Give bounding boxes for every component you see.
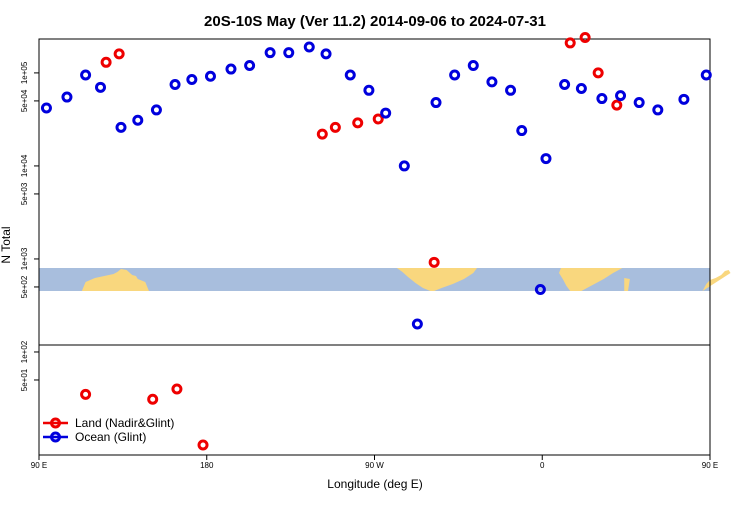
- land-point: [428, 256, 440, 268]
- ocean-point: [449, 69, 461, 81]
- ocean-point: [150, 104, 162, 116]
- y-tick-label: 5e+01: [20, 368, 29, 391]
- ocean-point: [430, 97, 442, 109]
- legend-marker-ocean: [50, 431, 61, 443]
- map-land: [559, 268, 623, 291]
- ocean-point: [516, 125, 528, 137]
- ocean-point: [344, 69, 356, 81]
- land-point: [564, 37, 576, 49]
- y-tick-label: 1e+05: [20, 61, 29, 84]
- y-axis-ticks: 1e+05 5e+04 1e+04 5e+03 1e+03 5e+02 1e+02 5e+01: [20, 61, 39, 391]
- land-point: [147, 393, 159, 405]
- x-tick-label: 90 E: [31, 461, 47, 470]
- x-axis-label: Longitude (deg E): [327, 477, 422, 491]
- chart-title: 20S-10S May (Ver 11.2) 2014-09-06 to 202…: [204, 13, 546, 30]
- ocean-point: [467, 60, 479, 72]
- land-point: [80, 388, 92, 400]
- x-tick-label: 180: [200, 461, 214, 470]
- map-strip: [39, 268, 731, 291]
- y-axis-label: N Total: [0, 226, 13, 263]
- ocean-point: [204, 70, 216, 82]
- ocean-point: [700, 69, 712, 81]
- land-point: [352, 117, 364, 129]
- ocean-point: [540, 153, 552, 165]
- land-point: [197, 439, 209, 451]
- map-land: [624, 278, 630, 291]
- land-point: [372, 113, 384, 125]
- ocean-point: [575, 82, 587, 94]
- ocean-point: [61, 91, 73, 103]
- ocean-point: [615, 90, 627, 102]
- plot-frame: [38, 38, 711, 456]
- y-tick-label: 5e+04: [20, 89, 29, 112]
- ocean-point: [283, 47, 295, 59]
- ocean-point: [95, 81, 107, 93]
- land-point: [100, 56, 112, 68]
- ocean-point: [652, 104, 664, 116]
- land-point: [592, 67, 604, 79]
- ocean-point: [80, 69, 92, 81]
- x-tick-label: 90 W: [365, 461, 384, 470]
- y-tick-label: 5e+03: [20, 182, 29, 205]
- y-tick-label: 1e+04: [20, 154, 29, 177]
- land-point: [171, 383, 183, 395]
- ocean-point: [534, 283, 546, 295]
- legend-label-land: Land (Nadir&Glint): [75, 416, 174, 430]
- land-point: [579, 32, 591, 44]
- legend-label-ocean: Ocean (Glint): [75, 430, 146, 444]
- land-point: [611, 99, 623, 111]
- ocean-point: [40, 102, 52, 114]
- x-tick-label: 90 E: [702, 461, 718, 470]
- y-tick-label: 1e+03: [20, 247, 29, 270]
- ocean-point: [398, 160, 410, 172]
- ocean-point: [225, 63, 237, 75]
- ocean-point: [505, 84, 517, 96]
- y-tick-label: 1e+02: [20, 340, 29, 363]
- ocean-point: [633, 97, 645, 109]
- y-tick-label: 5e+02: [20, 275, 29, 298]
- land-point: [316, 128, 328, 140]
- ocean-point: [303, 41, 315, 53]
- ocean-point: [363, 84, 375, 96]
- ocean-point: [132, 114, 144, 126]
- ocean-point: [596, 93, 608, 105]
- ocean-point: [264, 47, 276, 59]
- ocean-point: [244, 60, 256, 72]
- ocean-point: [320, 48, 332, 60]
- ocean-point: [678, 93, 690, 105]
- ocean-point: [186, 73, 198, 85]
- ocean-point: [486, 76, 498, 88]
- legend: Land (Nadir&Glint) Ocean (Glint): [43, 416, 174, 444]
- ocean-point: [380, 107, 392, 119]
- ocean-point: [559, 79, 571, 91]
- ocean-point: [411, 318, 423, 330]
- land-point: [113, 48, 125, 60]
- ocean-point: [169, 79, 181, 91]
- x-tick-label: 0: [540, 461, 545, 470]
- map-land: [81, 269, 149, 291]
- ocean-point: [115, 121, 127, 133]
- land-point: [329, 121, 341, 133]
- map-land: [396, 268, 478, 291]
- data-points: [40, 32, 712, 451]
- legend-marker-land: [50, 417, 61, 429]
- x-axis-ticks: 90 E 180 90 W 0 90 E: [31, 455, 718, 470]
